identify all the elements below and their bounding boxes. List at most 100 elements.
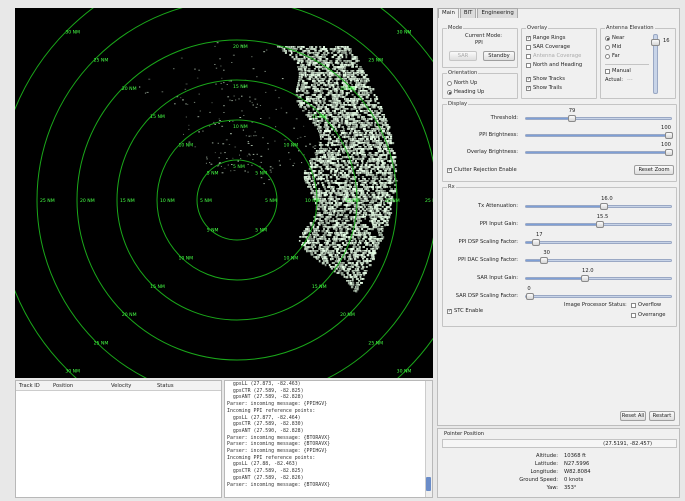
rx-slider[interactable] — [525, 293, 672, 300]
radio-near[interactable]: Near — [605, 35, 624, 41]
radar-return — [344, 132, 348, 135]
overlay-option[interactable]: ✓ Show Trails — [526, 85, 562, 91]
clutter-rejection-box[interactable]: ✓ — [447, 167, 452, 173]
overlay-option-box[interactable]: ✓ — [526, 76, 531, 82]
rx-slider-knob[interactable] — [580, 275, 589, 282]
overlay-option-box[interactable] — [526, 44, 531, 50]
radio-north-up[interactable]: North Up — [447, 80, 477, 86]
rx-slider-knob[interactable] — [532, 239, 541, 246]
rx-slider[interactable] — [525, 239, 672, 246]
radar-return — [392, 192, 395, 194]
overlay-option[interactable]: ✓ Show Tracks — [526, 76, 565, 82]
radar-return — [354, 80, 357, 82]
clutter-rejection-checkbox[interactable]: ✓ Clutter Rejection Enable — [447, 167, 517, 173]
radar-return — [312, 72, 315, 74]
radio-north-up-indicator[interactable] — [447, 80, 452, 86]
stc-enable-box[interactable]: ✓ — [447, 308, 452, 314]
threshold-slider[interactable] — [525, 115, 672, 122]
tab-main[interactable]: Main — [438, 8, 459, 18]
radar-return — [376, 168, 380, 171]
rx-slider-knob[interactable] — [526, 293, 534, 300]
column-velocity[interactable]: Velocity — [111, 382, 132, 389]
radar-return — [327, 198, 330, 200]
track-table[interactable]: Track ID Position Velocity Status — [15, 380, 222, 498]
column-position[interactable]: Position — [53, 382, 74, 389]
radar-return — [359, 84, 363, 86]
radar-speckle — [220, 152, 222, 154]
radar-return — [338, 234, 341, 236]
log-scrollbar-thumb[interactable] — [426, 477, 431, 491]
radar-return — [316, 178, 320, 181]
rx-slider-knob[interactable] — [595, 221, 604, 228]
manual-checkbox-box[interactable] — [605, 68, 610, 74]
sar-button[interactable]: SAR — [449, 51, 477, 61]
column-track-id[interactable]: Track ID — [19, 382, 40, 389]
radar-return — [333, 244, 336, 246]
radar-return — [373, 194, 376, 197]
ppi-brightness-slider[interactable] — [525, 132, 673, 139]
overlay-brightness-slider-knob[interactable] — [665, 149, 673, 156]
tab-engineering[interactable]: Engineering — [477, 8, 518, 18]
manual-checkbox[interactable]: Manual — [605, 68, 631, 74]
radar-return — [337, 202, 340, 205]
radar-return — [354, 100, 357, 102]
log-line: Incoming PPI reference points: — [227, 454, 316, 461]
radar-return — [332, 246, 335, 248]
radar-return — [304, 178, 306, 181]
radio-far[interactable]: Far — [605, 53, 620, 59]
radar-return — [365, 266, 368, 268]
overlay-option-box[interactable]: ✓ — [526, 35, 531, 41]
reset-zoom-button[interactable]: Reset Zoom — [634, 165, 674, 175]
rx-slider-knob[interactable] — [599, 203, 608, 210]
radar-return — [348, 200, 352, 203]
message-log[interactable]: gpsLL (27.873, -82.463) gpsCTR (27.589, … — [224, 380, 433, 498]
radar-return — [313, 244, 316, 247]
overlay-option[interactable]: North and Heading — [526, 62, 582, 68]
radar-return — [307, 230, 310, 233]
log-scrollbar[interactable] — [425, 381, 432, 497]
radar-return — [324, 250, 328, 253]
reset-all-button[interactable]: Reset All — [620, 411, 646, 421]
overlay-option[interactable]: ✓ Range Rings — [526, 35, 565, 41]
radar-return — [336, 258, 338, 261]
column-status[interactable]: Status — [157, 382, 174, 389]
ppi-brightness-slider-knob[interactable] — [665, 132, 673, 139]
stc-enable-checkbox[interactable]: ✓ STC Enable — [447, 308, 483, 314]
radio-near-indicator[interactable] — [605, 35, 610, 41]
rx-slider[interactable] — [525, 203, 672, 210]
radio-heading-up-indicator[interactable] — [447, 89, 452, 95]
antenna-elevation-slider[interactable] — [651, 34, 660, 94]
radar-return — [356, 192, 360, 195]
radio-mid-indicator[interactable] — [605, 44, 610, 50]
threshold-slider-knob[interactable] — [568, 115, 576, 122]
overlay-brightness-slider[interactable] — [525, 149, 673, 156]
radar-return — [338, 158, 342, 160]
rx-slider-knob[interactable] — [539, 257, 548, 264]
rx-slider[interactable] — [525, 221, 672, 228]
rx-slider[interactable] — [525, 257, 672, 264]
radar-return — [306, 178, 309, 180]
standby-button[interactable]: Standby — [483, 51, 515, 61]
radar-return — [357, 206, 361, 208]
restart-button[interactable]: Restart — [649, 411, 675, 421]
radio-far-indicator[interactable] — [605, 53, 610, 59]
overlay-option[interactable]: SAR Coverage — [526, 44, 570, 50]
radar-return — [352, 76, 356, 78]
radar-return — [366, 124, 368, 127]
radar-return — [311, 162, 314, 165]
overlay-option-box[interactable] — [526, 62, 531, 68]
rx-slider[interactable] — [525, 275, 672, 282]
radar-return — [343, 204, 346, 206]
radio-mid[interactable]: Mid — [605, 44, 621, 50]
tab-bit[interactable]: BIT — [459, 8, 477, 18]
radar-return — [309, 242, 312, 244]
radar-ppi-display[interactable]: 5 NM 5 NM 5 NM 5 NM 5 NM 5 NM 5 NM 10 NM 10 NM 10… — [15, 8, 433, 378]
antenna-slider-knob[interactable] — [651, 39, 660, 46]
radar-return — [347, 116, 351, 119]
clutter-rejection-label: Clutter Rejection Enable — [454, 167, 517, 173]
overlay-option-box[interactable]: ✓ — [526, 85, 531, 91]
radar-return — [277, 46, 280, 48]
radar-return — [344, 240, 348, 242]
radio-heading-up[interactable]: Heading Up — [447, 89, 484, 95]
